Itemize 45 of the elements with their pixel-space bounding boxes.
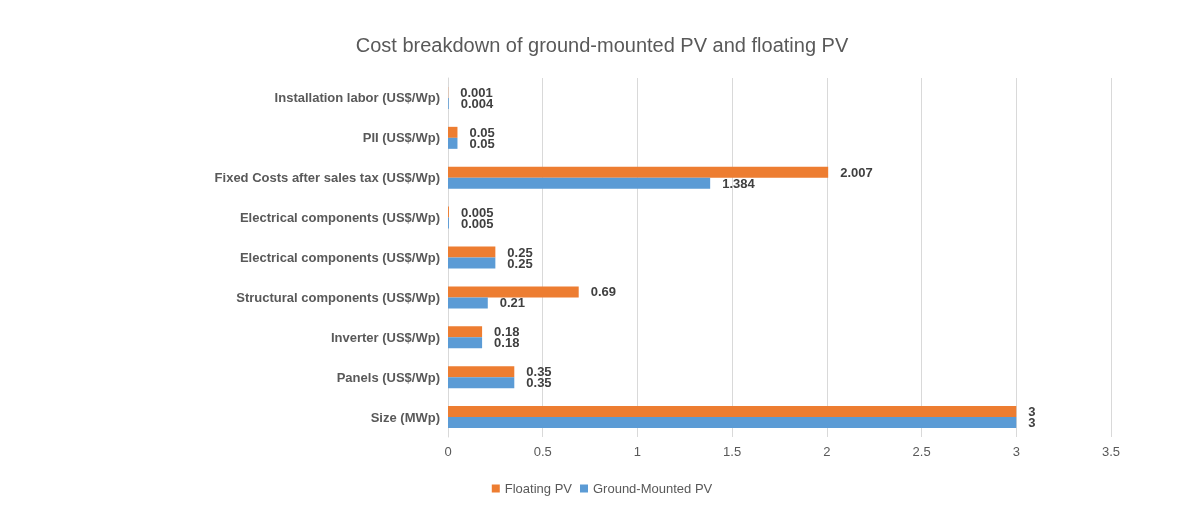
y-tick-label: Size (MWp) xyxy=(370,409,440,425)
data-label: 0.005 xyxy=(460,204,494,220)
data-label: 0.18 xyxy=(494,335,520,351)
bar xyxy=(448,337,483,349)
x-tick-label: 1 xyxy=(633,444,642,459)
bar xyxy=(448,377,515,389)
data-label: 0.001 xyxy=(460,84,493,100)
y-tick-label: Inverter (US$/Wp) xyxy=(330,329,440,345)
x-tick-label: 1.5 xyxy=(723,444,742,459)
data-label: 0.25 xyxy=(507,244,533,260)
chart-title: Cost breakdown of ground-mounted PV and floating PV xyxy=(355,34,849,56)
bar xyxy=(448,166,829,178)
y-tick-label: Electrical components (US$/Wp) xyxy=(239,250,440,265)
data-label: 2.007 xyxy=(840,164,873,180)
data-label: 0.05 xyxy=(469,124,495,140)
bar xyxy=(448,417,1017,429)
y-tick-label: Panels (US$/Wp) xyxy=(336,369,440,385)
x-tick-label: 2.5 xyxy=(912,444,931,459)
y-tick-label: Fixed Costs after sales tax (US$/Wp) xyxy=(214,170,440,186)
legend-label: Floating PV xyxy=(504,481,573,496)
bar xyxy=(448,246,496,258)
bar xyxy=(448,177,711,189)
bar xyxy=(448,326,483,338)
bar xyxy=(448,137,458,149)
data-label: 0.35 xyxy=(526,375,552,391)
bar xyxy=(448,126,458,138)
y-tick-label: Installation labor (US$/Wp) xyxy=(274,90,440,106)
data-label: 3 xyxy=(1028,415,1036,431)
x-tick-label: 3 xyxy=(1012,444,1020,459)
bar xyxy=(448,406,1017,418)
x-tick-label: 2 xyxy=(823,444,831,459)
x-tick-label: 0.5 xyxy=(533,444,552,459)
y-tick-label: Structural components (US$/Wp) xyxy=(236,289,440,305)
data-label: 1.384 xyxy=(722,175,756,191)
data-label: 0.21 xyxy=(499,295,526,311)
bar xyxy=(448,286,579,298)
data-label: 0.69 xyxy=(590,284,617,300)
bar xyxy=(448,366,515,378)
legend-label: Ground-Mounted PV xyxy=(592,481,713,496)
x-tick-label: 0 xyxy=(444,444,452,459)
bar xyxy=(448,257,496,269)
y-tick-label: Electrical components (US$/Wp) xyxy=(239,210,440,226)
y-tick-label: PII (US$/Wp) xyxy=(362,130,440,146)
x-tick-label: 3.5 xyxy=(1101,444,1121,459)
bar xyxy=(448,297,488,309)
